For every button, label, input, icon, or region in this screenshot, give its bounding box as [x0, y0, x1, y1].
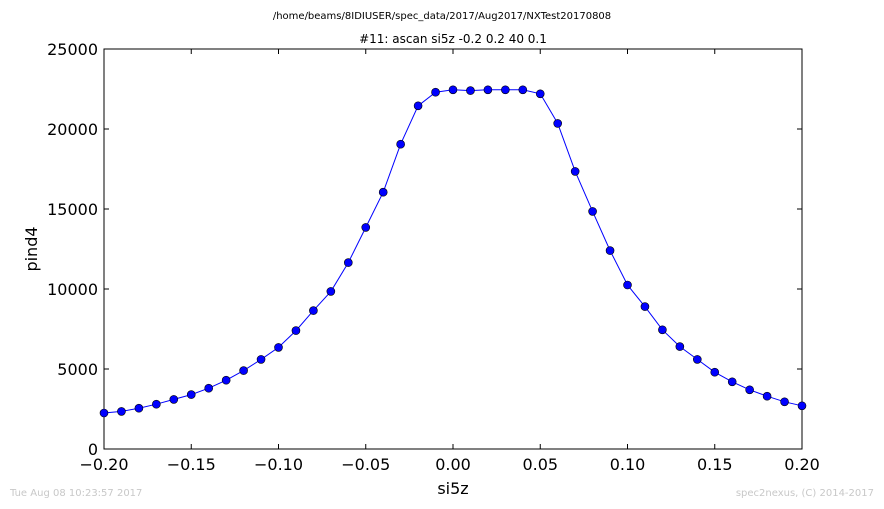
- data-point: [483, 85, 493, 95]
- data-point: [727, 377, 737, 387]
- series-layer: [99, 85, 807, 418]
- data-point: [710, 367, 720, 377]
- data-point: [431, 87, 440, 97]
- data-point: [605, 246, 615, 255]
- x-tick-label: 0.10: [610, 455, 646, 474]
- data-point: [640, 302, 650, 311]
- data-point: [274, 343, 283, 352]
- data-point: [797, 401, 807, 411]
- chart-title: #11: ascan si5z -0.2 0.2 40 0.1: [359, 32, 547, 46]
- x-tick-label: 0.20: [784, 455, 820, 474]
- data-point: [186, 390, 196, 399]
- data-point: [623, 280, 632, 290]
- data-point: [309, 306, 318, 315]
- y-tick-label: 25000: [47, 40, 98, 59]
- x-tick-label: 0.15: [697, 455, 733, 474]
- data-point: [152, 399, 161, 409]
- footer-timestamp: Tue Aug 08 10:23:57 2017: [10, 488, 143, 499]
- x-tick-label: −0.15: [167, 455, 216, 474]
- data-point: [256, 355, 266, 364]
- figure-suptitle: /home/beams/8IDIUSER/spec_data/2017/Aug2…: [273, 11, 611, 22]
- y-tick-label: 10000: [47, 280, 98, 299]
- x-tick-label: −0.05: [341, 455, 390, 474]
- data-point: [448, 85, 458, 95]
- y-axis-label: pind4: [22, 226, 41, 271]
- x-tick-label: −0.20: [79, 455, 128, 474]
- data-point: [570, 167, 580, 176]
- y-tick-label: 5000: [57, 360, 98, 379]
- x-tick-label: 0.05: [522, 455, 558, 474]
- data-point: [169, 395, 179, 404]
- data-point: [762, 391, 772, 401]
- data-point: [326, 287, 336, 296]
- y-tick-label: 20000: [47, 120, 98, 139]
- y-axis: 0 5000 10000 15000 20000 25000: [47, 40, 802, 459]
- x-axis-label: si5z: [437, 479, 468, 498]
- x-tick-label: 0.00: [435, 455, 471, 474]
- data-point: [675, 342, 685, 351]
- data-point: [343, 258, 353, 267]
- data-point: [466, 86, 475, 95]
- data-point: [239, 366, 248, 375]
- data-point: [553, 119, 563, 128]
- y-tick-label: 15000: [47, 200, 98, 219]
- data-point: [378, 187, 388, 197]
- data-point: [413, 101, 423, 111]
- data-point: [99, 408, 109, 418]
- data-point: [134, 403, 144, 413]
- data-point: [396, 139, 405, 149]
- x-tick-label: −0.10: [254, 455, 303, 474]
- data-point: [501, 85, 510, 95]
- data-point: [518, 85, 528, 95]
- data-point: [291, 326, 301, 335]
- data-point: [535, 89, 545, 99]
- data-point: [117, 407, 126, 416]
- data-point: [204, 383, 213, 393]
- footer-credit: spec2nexus, (C) 2014-2017: [735, 488, 874, 499]
- data-point: [221, 375, 231, 385]
- data-point: [745, 385, 754, 395]
- data-point: [588, 207, 597, 216]
- data-point: [692, 355, 702, 364]
- data-point: [361, 223, 371, 232]
- y-tick-label: 0: [88, 440, 98, 459]
- data-point: [780, 397, 789, 407]
- data-point: [658, 325, 667, 335]
- x-axis: −0.20 −0.15 −0.10 −0.05 0.00 0.05 0.10 0.15 0.20: [79, 49, 820, 474]
